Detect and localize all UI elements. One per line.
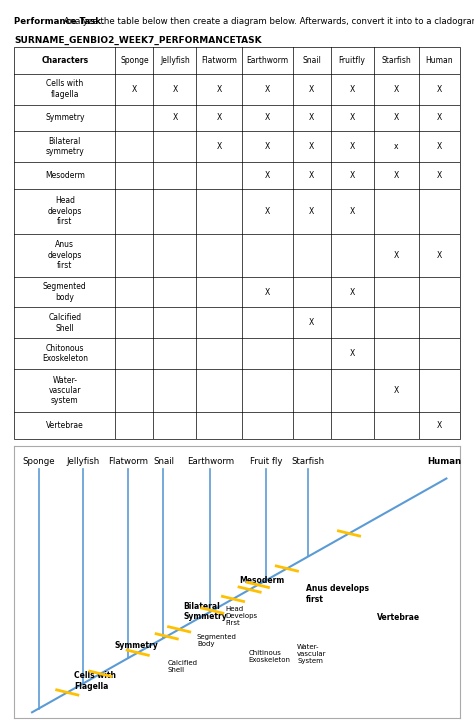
Text: X: X [265,142,270,151]
Text: X: X [349,349,355,358]
Text: Jellyfish: Jellyfish [160,56,190,65]
Text: X: X [437,170,442,180]
Text: X: X [173,113,178,123]
Text: Segmented
Body: Segmented Body [197,634,237,647]
Text: Jellyfish: Jellyfish [67,457,100,466]
Text: x: x [394,142,399,151]
Text: Cells with
Flagella: Cells with Flagella [74,671,117,691]
Text: Earthworm: Earthworm [187,457,234,466]
Text: Human: Human [426,56,453,65]
Text: Chitinous
Exoskeleton: Chitinous Exoskeleton [248,650,290,663]
Text: X: X [217,142,222,151]
Text: X: X [349,288,355,297]
Text: Calcified
Shell: Calcified Shell [168,660,198,673]
Text: Water-
vascular
System: Water- vascular System [297,644,327,664]
Text: X: X [394,113,399,123]
Text: X: X [173,85,178,94]
Text: X: X [394,85,399,94]
Text: Symmetry: Symmetry [114,641,158,650]
Text: X: X [349,170,355,180]
Text: X: X [265,113,270,123]
Text: X: X [309,142,314,151]
Text: X: X [394,170,399,180]
Text: Performance Task.: Performance Task. [14,17,105,25]
Text: X: X [265,85,270,94]
Text: X: X [394,251,399,260]
Text: X: X [394,386,399,395]
Text: X: X [437,251,442,260]
Text: Bilateral
Symmetry: Bilateral Symmetry [183,602,227,621]
Text: X: X [217,85,222,94]
Text: X: X [349,207,355,215]
Text: Snail: Snail [153,457,174,466]
Text: X: X [349,85,355,94]
Text: X: X [265,207,270,215]
Text: Water-
vascular
system: Water- vascular system [49,376,81,405]
Text: X: X [217,113,222,123]
Text: Cells with
flagella: Cells with flagella [46,80,83,99]
Text: Segmented
body: Segmented body [43,282,87,302]
Text: Head
Develops
First: Head Develops First [226,606,258,626]
Text: Symmetry: Symmetry [45,113,84,123]
Text: X: X [265,170,270,180]
Text: Chitonous
Exoskeleton: Chitonous Exoskeleton [42,344,88,363]
Text: Mesoderm: Mesoderm [45,170,85,180]
Text: Analyze the table below then create a diagram below. Afterwards, convert it into: Analyze the table below then create a di… [61,17,474,25]
Text: Earthworm: Earthworm [246,56,289,65]
Text: Human: Human [427,457,461,466]
Text: Flatworm: Flatworm [108,457,148,466]
Text: X: X [349,142,355,151]
Text: X: X [437,142,442,151]
Text: X: X [309,207,314,215]
Text: Anus develops
first: Anus develops first [306,584,369,604]
Text: X: X [132,85,137,94]
Text: X: X [437,420,442,430]
Text: Flatworm: Flatworm [201,56,237,65]
Text: X: X [309,170,314,180]
Text: Fruit fly: Fruit fly [250,457,282,466]
Text: Snail: Snail [302,56,321,65]
Text: X: X [349,113,355,123]
Text: X: X [309,85,314,94]
Text: X: X [265,288,270,297]
Text: Sponge: Sponge [120,56,149,65]
Text: Bilateral
symmetry: Bilateral symmetry [46,137,84,156]
Text: Head
develops
first: Head develops first [48,196,82,226]
Text: Starfish: Starfish [382,56,411,65]
Text: Mesoderm: Mesoderm [239,576,284,585]
Text: X: X [437,85,442,94]
Text: Sponge: Sponge [22,457,55,466]
Text: Characters: Characters [41,56,89,65]
Text: X: X [437,113,442,123]
Text: Starfish: Starfish [292,457,325,466]
Text: Calcified
Shell: Calcified Shell [48,313,82,333]
Text: X: X [309,318,314,327]
Text: Vertebrae: Vertebrae [377,613,420,621]
Text: Vertebrae: Vertebrae [46,420,84,430]
Text: Fruitfly: Fruitfly [339,56,365,65]
Text: Anus
develops
first: Anus develops first [48,240,82,270]
Text: X: X [309,113,314,123]
Text: SURNAME_GENBIO2_WEEK7_PERFORMANCETASK: SURNAME_GENBIO2_WEEK7_PERFORMANCETASK [14,36,262,45]
